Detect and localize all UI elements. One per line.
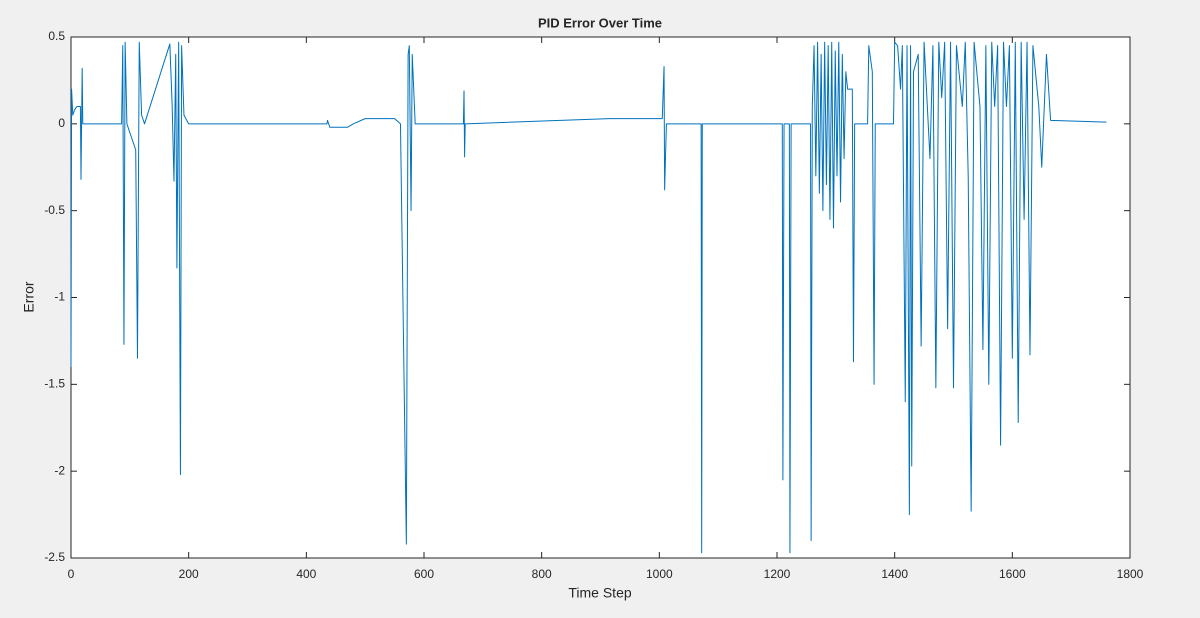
x-tick-label: 200 xyxy=(179,567,199,581)
x-tick-label: 1000 xyxy=(646,567,673,581)
x-axis-label: Time Step xyxy=(568,585,631,601)
y-tick-label: -1.5 xyxy=(44,377,65,391)
y-tick-label: 0.5 xyxy=(48,29,65,43)
x-tick-label: 1800 xyxy=(1117,567,1144,581)
y-axis-label: Error xyxy=(21,281,37,312)
x-tick-label: 1600 xyxy=(999,567,1026,581)
x-tick-label: 800 xyxy=(532,567,552,581)
y-tick-label: -2.5 xyxy=(44,550,65,564)
x-tick-label: 0 xyxy=(68,567,75,581)
x-tick-label: 1200 xyxy=(764,567,791,581)
y-tick-label: 0 xyxy=(58,116,65,130)
y-tick-label: -0.5 xyxy=(44,203,65,217)
y-tick-label: -2 xyxy=(54,463,65,477)
chart-title: PID Error Over Time xyxy=(538,15,662,30)
x-tick-label: 1400 xyxy=(881,567,908,581)
x-tick-label: 600 xyxy=(414,567,434,581)
x-tick-label: 400 xyxy=(296,567,316,581)
y-tick-label: -1 xyxy=(54,290,65,304)
data-line xyxy=(70,41,1107,554)
